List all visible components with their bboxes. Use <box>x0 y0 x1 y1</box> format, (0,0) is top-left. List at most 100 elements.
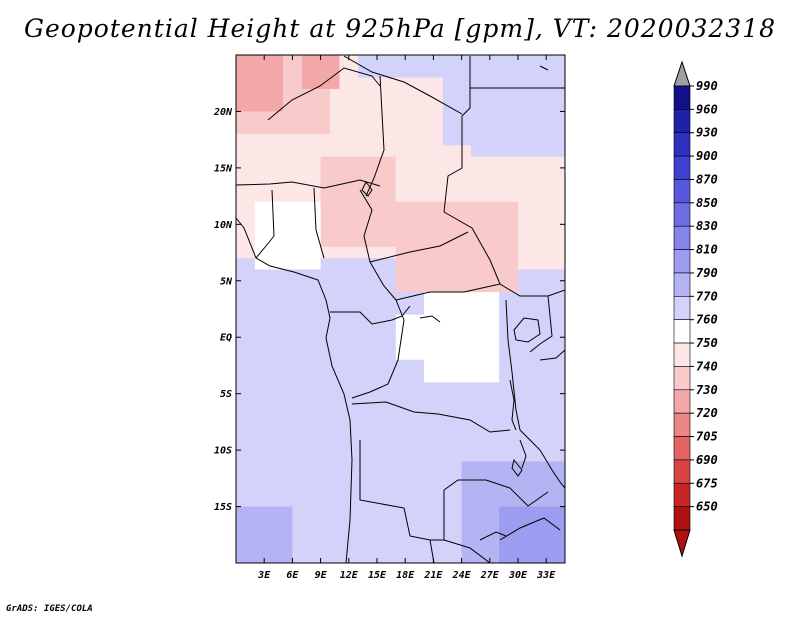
colorbar-label: 760 <box>696 313 718 327</box>
colorbar-swatch <box>673 132 691 157</box>
colorbar-label: 930 <box>696 126 718 140</box>
border <box>359 189 397 301</box>
colorbar-swatch <box>673 202 691 227</box>
border <box>351 401 511 433</box>
colorbar-swatch <box>673 179 691 204</box>
border <box>539 349 565 361</box>
border <box>267 67 381 121</box>
border <box>505 299 521 431</box>
height-region <box>424 292 500 383</box>
colorbar-swatch <box>673 366 691 391</box>
border <box>330 305 411 325</box>
colorbar-label: 770 <box>696 289 718 303</box>
colorbar-swatch <box>673 109 691 134</box>
colorbar-over-arrow <box>673 60 691 87</box>
colorbar-swatch <box>673 85 691 110</box>
height-region <box>395 314 434 360</box>
colorbar-swatch <box>673 459 691 484</box>
lake <box>509 379 517 431</box>
y-tick-label: 20N <box>213 107 233 118</box>
lake <box>361 181 373 197</box>
border <box>499 517 561 541</box>
colorbar-under-arrow <box>673 529 691 558</box>
height-region <box>236 55 283 112</box>
colorbar-swatch <box>673 296 691 320</box>
colorbar-label: 740 <box>696 359 718 373</box>
lake <box>419 315 441 323</box>
border <box>443 116 463 213</box>
lake <box>479 531 507 541</box>
x-tick-label: 24E <box>452 570 472 581</box>
grads-credit: GrADS: IGES/COLA <box>6 604 93 614</box>
border <box>255 189 275 259</box>
colorbar-label: 675 <box>696 476 718 490</box>
colorbar-label: 870 <box>696 172 718 186</box>
height-region <box>236 506 293 563</box>
border <box>443 479 549 507</box>
x-tick-label: 3E <box>257 570 271 581</box>
x-tick-label: 9E <box>315 570 328 581</box>
x-tick-label: 6E <box>286 570 299 581</box>
colorbar-swatch <box>673 389 691 414</box>
border <box>313 187 325 259</box>
colorbar-swatch <box>673 225 691 250</box>
colorbar-label: 900 <box>696 149 718 163</box>
x-axis: 3E 6E 9E 12E 15E 18E 21E 24E 27E 30E 33E <box>257 55 556 581</box>
colorbar-swatch <box>673 155 691 180</box>
colorbar-label: 650 <box>696 500 718 514</box>
colorbar-label: 705 <box>696 430 718 444</box>
border <box>539 65 549 71</box>
colorbar-label: 720 <box>696 406 718 420</box>
border <box>529 295 553 353</box>
height-region <box>320 156 396 247</box>
height-region <box>442 55 565 146</box>
y-axis: 20N 15N 10N 5N EQ 5S 10S 15S <box>213 107 565 513</box>
y-tick-label: 15N <box>214 163 233 174</box>
colorbar-swatch <box>673 272 691 297</box>
colorbar-swatch <box>673 342 691 367</box>
colorbar-label: 810 <box>696 243 718 257</box>
colorbar-swatch <box>673 506 691 531</box>
border <box>359 440 444 541</box>
colorbar-swatch <box>673 249 691 274</box>
colorbar-label: 960 <box>696 102 718 116</box>
height-region <box>254 201 321 270</box>
border <box>369 231 469 263</box>
y-tick-label: 10S <box>214 446 232 457</box>
x-tick-label: 33E <box>536 570 556 581</box>
x-tick-label: 12E <box>340 570 359 581</box>
coastline <box>236 217 353 563</box>
x-tick-label: 18E <box>396 570 415 581</box>
height-region <box>499 506 565 563</box>
lake <box>519 439 527 469</box>
country-boundaries <box>236 55 565 563</box>
colorbar-swatch <box>673 482 691 507</box>
colorbar-swatch <box>673 412 691 437</box>
colorbar-label: 750 <box>696 336 718 350</box>
y-tick-label: 15S <box>214 502 232 513</box>
height-region <box>395 201 518 293</box>
height-field <box>236 55 565 563</box>
border <box>395 283 501 301</box>
x-tick-label: 21E <box>423 570 443 581</box>
y-tick-label: EQ <box>220 333 232 344</box>
border <box>519 429 565 489</box>
colorbar: 990 960 930 900 870 850 830 810 790 770 760 750 740 7… <box>673 60 718 558</box>
border <box>461 56 471 117</box>
colorbar-label: 730 <box>696 383 718 397</box>
lake <box>513 317 541 343</box>
x-tick-label: 30E <box>508 570 528 581</box>
x-tick-label: 27E <box>480 570 500 581</box>
colorbar-label: 690 <box>696 453 718 467</box>
colorbar-swatch <box>673 319 691 344</box>
border <box>343 55 463 115</box>
y-tick-label: 5N <box>220 276 233 287</box>
x-tick-label: 15E <box>368 570 387 581</box>
height-region <box>301 55 340 89</box>
y-tick-label: 10N <box>214 220 233 231</box>
colorbar-label: 990 <box>696 79 718 93</box>
plot-frame <box>235 54 566 564</box>
colorbar-label: 830 <box>696 219 718 233</box>
y-tick-label: 5S <box>220 389 232 400</box>
